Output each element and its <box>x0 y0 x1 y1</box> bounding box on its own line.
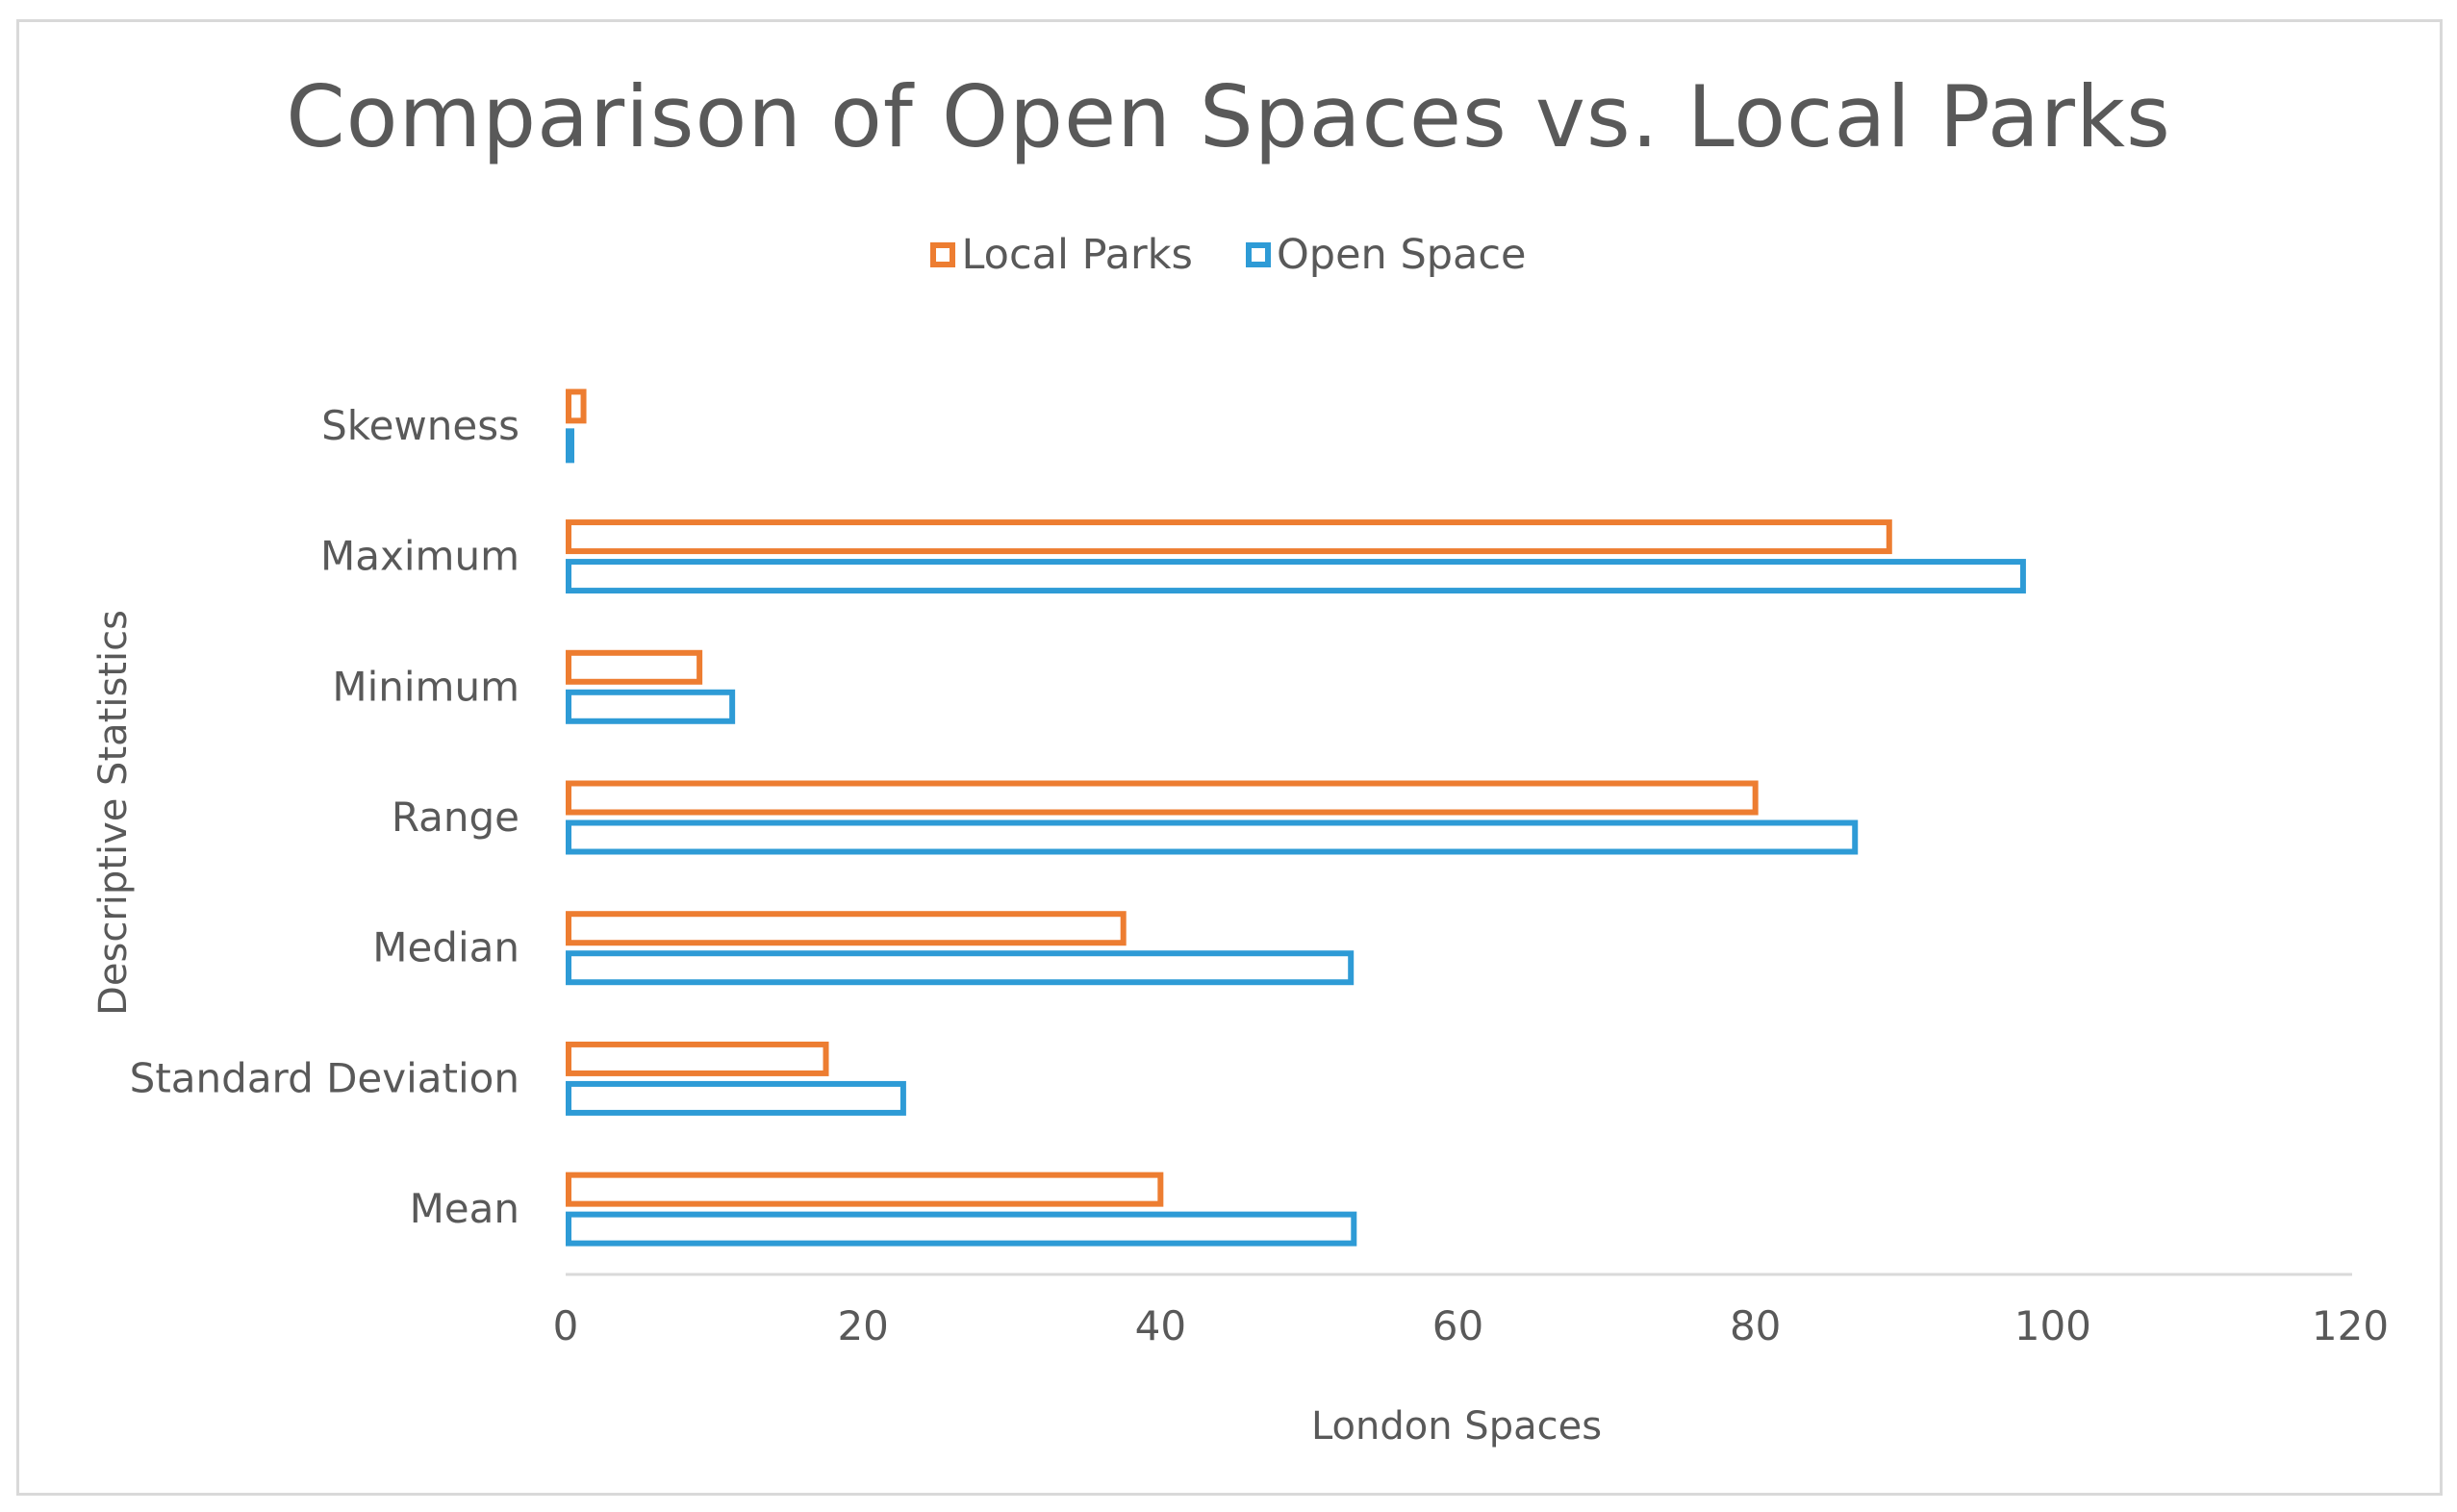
legend: Local Parks Open Space <box>0 231 2457 279</box>
x-tick-label-80: 80 <box>1730 1302 1781 1349</box>
x-tick-label-20: 20 <box>837 1302 888 1349</box>
legend-item-local-parks: Local Parks <box>930 231 1193 279</box>
category-label-maximum: Maximum <box>320 533 519 580</box>
bar-local-parks-skewness <box>566 389 587 424</box>
category-label-range: Range <box>392 794 519 841</box>
legend-swatch-local-parks <box>930 242 956 267</box>
category-label-minimum: Minimum <box>332 663 519 710</box>
category-label-mean: Mean <box>410 1185 519 1232</box>
bar-local-parks-mean <box>566 1172 1164 1207</box>
x-tick-label-60: 60 <box>1432 1302 1483 1349</box>
bar-local-parks-range <box>566 780 1759 816</box>
category-label-standard-deviation: Standard Deviation <box>130 1054 519 1101</box>
bar-local-parks-minimum <box>566 649 703 685</box>
bar-local-parks-maximum <box>566 519 1892 555</box>
category-label-median: Median <box>372 924 519 971</box>
x-tick-label-120: 120 <box>2312 1302 2389 1349</box>
bar-open-space-standard-deviation <box>566 1080 906 1116</box>
x-tick-label-40: 40 <box>1135 1302 1186 1349</box>
bar-open-space-range <box>566 819 1859 855</box>
legend-label-open-space: Open Space <box>1276 231 1527 279</box>
legend-swatch-open-space <box>1245 242 1271 267</box>
chart-frame <box>16 19 2443 1496</box>
chart-title: Comparison of Open Spaces vs. Local Park… <box>286 67 2171 166</box>
category-label-skewness: Skewness <box>321 402 519 449</box>
bar-local-parks-standard-deviation <box>566 1041 829 1076</box>
x-tick-label-0: 0 <box>553 1302 579 1349</box>
bar-open-space-mean <box>566 1211 1357 1247</box>
bar-open-space-skewness <box>566 428 574 464</box>
x-tick-label-100: 100 <box>2014 1302 2091 1349</box>
bar-open-space-minimum <box>566 689 736 724</box>
bar-open-space-maximum <box>566 559 2026 594</box>
legend-item-open-space: Open Space <box>1245 231 1527 279</box>
legend-label-local-parks: Local Parks <box>961 231 1193 279</box>
bar-local-parks-median <box>566 911 1127 946</box>
bar-open-space-median <box>566 950 1355 986</box>
x-axis-title: London Spaces <box>1310 1404 1603 1449</box>
